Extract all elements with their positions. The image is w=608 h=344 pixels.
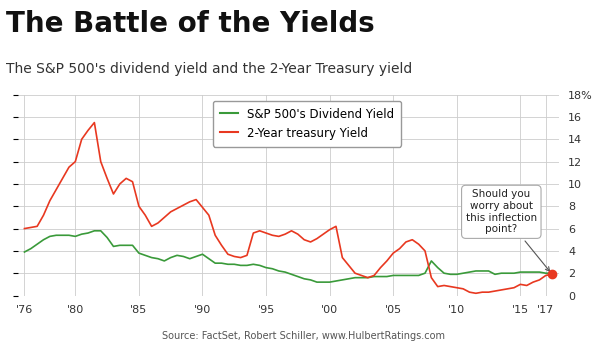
Text: Source: FactSet, Robert Schiller, www.HulbertRatings.com: Source: FactSet, Robert Schiller, www.Hu…: [162, 331, 446, 341]
Text: The S&P 500's dividend yield and the 2-Year Treasury yield: The S&P 500's dividend yield and the 2-Y…: [6, 62, 412, 76]
Text: The Battle of the Yields: The Battle of the Yields: [6, 10, 375, 38]
Legend: S&P 500's Dividend Yield, 2-Year treasury Yield: S&P 500's Dividend Yield, 2-Year treasur…: [213, 100, 401, 147]
Text: Should you
worry about
this inflection
point?: Should you worry about this inflection p…: [466, 190, 550, 271]
